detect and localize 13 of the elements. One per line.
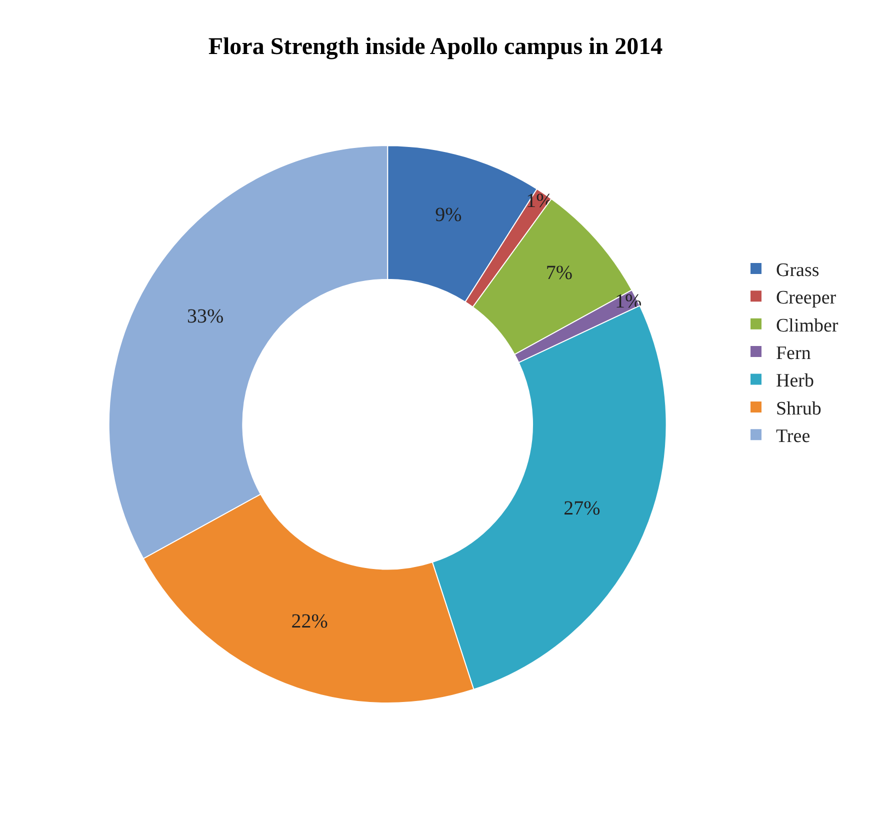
data-label: 7% — [546, 262, 573, 284]
legend-label: Herb — [776, 370, 814, 392]
legend-label: Grass — [776, 260, 820, 281]
data-label: 22% — [291, 610, 328, 632]
chart-title: Flora Strength inside Apollo campus in 2014 — [208, 34, 663, 60]
data-label: 9% — [435, 204, 462, 226]
data-label: 27% — [564, 497, 600, 520]
legend-label: Shrub — [776, 398, 822, 420]
legend-label: Tree — [776, 426, 810, 448]
legend-label: Climber — [776, 315, 839, 336]
data-label: 33% — [186, 305, 224, 328]
legend-label: Creeper — [776, 288, 837, 309]
legend-label: Fern — [776, 342, 812, 364]
